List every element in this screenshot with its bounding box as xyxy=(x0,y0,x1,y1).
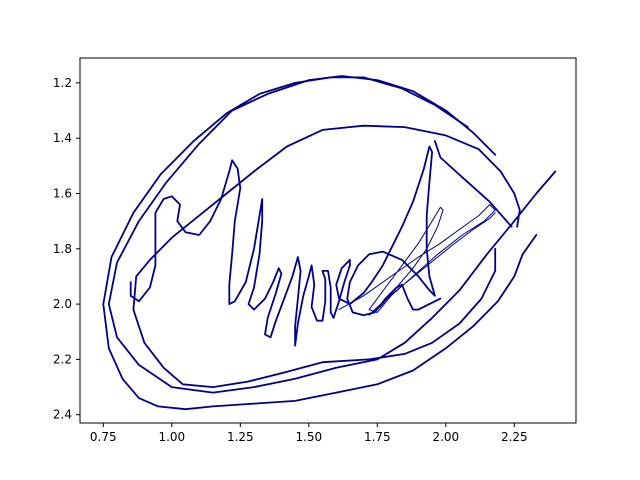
y-tick-label: 2.0 xyxy=(53,297,72,311)
y-tick-label: 1.2 xyxy=(53,76,72,90)
signature-stroke-4 xyxy=(102,76,538,411)
y-tick-label: 2.2 xyxy=(53,352,72,366)
x-tick-label: 1.75 xyxy=(364,430,391,444)
x-tick-label: 1.00 xyxy=(158,430,185,444)
signature-stroke-1 xyxy=(132,124,521,388)
x-tick-label: 2.25 xyxy=(501,430,528,444)
signature-stroke-6 xyxy=(338,204,496,316)
y-tick-label: 1.4 xyxy=(53,131,72,145)
plot-frame xyxy=(79,57,577,424)
x-tick-label: 1.25 xyxy=(227,430,254,444)
x-axis: 0.75 1.00 1.25 1.50 1.75 2.00 2.25 xyxy=(90,423,528,444)
signature-stroke-3 xyxy=(434,140,513,228)
y-tick-label: 1.8 xyxy=(53,242,72,256)
series-layer xyxy=(102,75,557,411)
signature-stroke-5 xyxy=(129,145,442,347)
y-tick-label: 2.4 xyxy=(53,408,72,422)
x-tick-label: 1.50 xyxy=(295,430,322,444)
x-tick-label: 2.00 xyxy=(432,430,459,444)
y-axis: 1.2 1.4 1.6 1.8 2.0 2.2 2.4 xyxy=(53,76,80,422)
y-tick-label: 1.6 xyxy=(53,186,72,200)
x-tick-label: 0.75 xyxy=(90,430,117,444)
